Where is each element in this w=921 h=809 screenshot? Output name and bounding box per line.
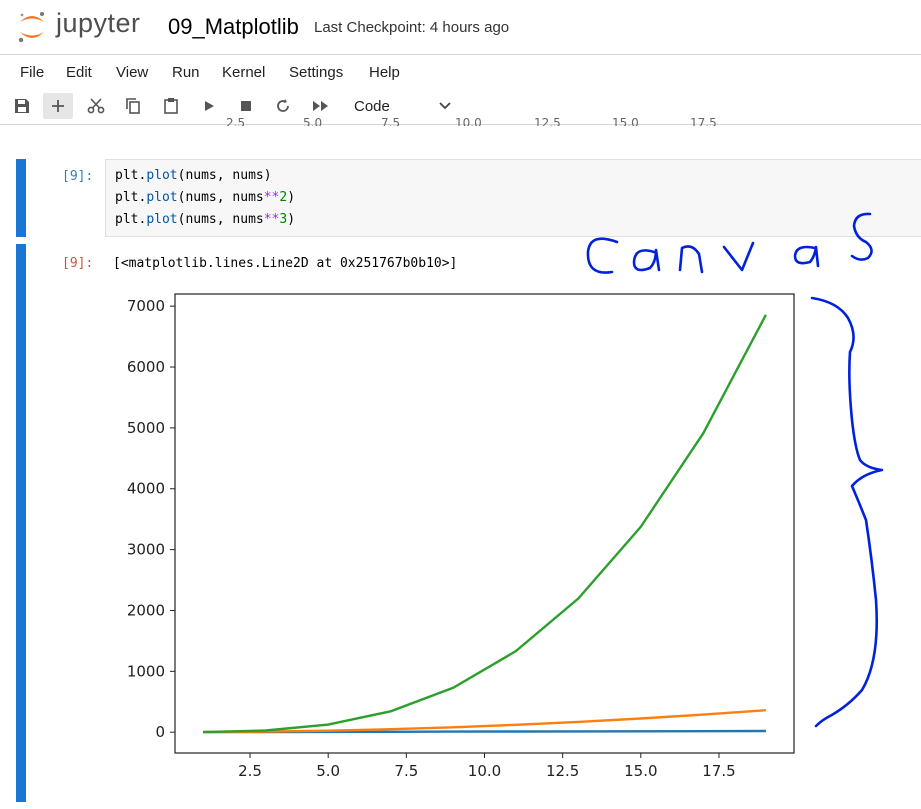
restart-button[interactable] (268, 93, 298, 119)
y-tick-label: 6000 (127, 358, 165, 376)
cell-type-select[interactable]: Code (346, 93, 458, 119)
scrolled-tick-label: 10.0 (455, 116, 482, 126)
y-tick-label: 0 (155, 723, 165, 741)
run-icon (205, 101, 214, 111)
input-collapser[interactable] (16, 159, 26, 237)
add-cell-button[interactable] (43, 93, 73, 119)
code-token: plot (146, 190, 178, 205)
code-token: (nums, nums (177, 190, 264, 205)
output-collapser[interactable] (16, 244, 26, 802)
run-all-icon (313, 101, 328, 111)
paste-button[interactable] (156, 93, 186, 119)
y-tick-label: 2000 (127, 601, 165, 619)
code-line: plt.plot(nums, nums**2) (115, 190, 295, 205)
y-tick-label: 7000 (127, 297, 165, 315)
stop-icon (241, 101, 251, 111)
scrolled-tick-label: 7.5 (381, 116, 401, 126)
output-text: [<matplotlib.lines.Line2D at 0x251767b0b… (113, 256, 458, 271)
x-tick-label: 15.0 (624, 762, 657, 780)
code-editor[interactable]: plt.plot(nums, nums) plt.plot(nums, nums… (105, 159, 921, 237)
code-token: ) (287, 212, 296, 227)
x-tick-label: 17.5 (702, 762, 735, 780)
handwritten-brace (810, 296, 884, 728)
handwritten-letter-a (632, 248, 661, 272)
code-token: (nums, nums (177, 212, 264, 227)
notebook-toolbar: Code (0, 89, 921, 125)
cell-type-value: Code (354, 97, 390, 115)
code-token: ** (263, 190, 280, 205)
scrolled-tick-label: 2.5 (226, 116, 246, 126)
save-button[interactable] (7, 93, 37, 119)
code-token: 2 (279, 190, 288, 205)
scrolled-tick-label: 17.5 (690, 116, 717, 126)
y-tick-label: 3000 (127, 541, 165, 559)
x-tick-label: 7.5 (394, 762, 418, 780)
x-tick-label: 5.0 (316, 762, 340, 780)
x-tick-label: 2.5 (238, 762, 262, 780)
handwritten-letter-c (586, 237, 619, 274)
scrolled-tick-label: 15.0 (612, 116, 639, 126)
handwritten-letter-v (722, 241, 755, 272)
y-tick-label: 5000 (127, 419, 165, 437)
x-tick-label: 12.5 (546, 762, 579, 780)
restart-icon (277, 99, 289, 112)
code-token: plot (146, 168, 178, 183)
plot-frame (174, 293, 795, 754)
code-token: (nums, nums) (177, 168, 272, 183)
run-all-button[interactable] (306, 93, 336, 119)
jupyter-wordmark[interactable]: jupyter (56, 8, 141, 38)
run-button[interactable] (194, 93, 224, 119)
cut-button[interactable] (81, 93, 111, 119)
code-token: plot (146, 212, 178, 227)
checkpoint-status: Last Checkpoint: 4 hours ago (314, 19, 510, 36)
code-token: plt. (115, 212, 147, 227)
y-tick-label: 4000 (127, 480, 165, 498)
series-line-2 (203, 709, 766, 734)
stop-button[interactable] (231, 93, 261, 119)
code-token: plt. (115, 168, 147, 183)
menu-settings[interactable]: Settings (289, 64, 344, 81)
menu-view[interactable]: View (116, 64, 149, 81)
code-token: ** (263, 212, 280, 227)
copy-button[interactable] (118, 93, 148, 119)
notebook-header: jupyter 09_Matplotlib Last Checkpoint: 4… (0, 0, 921, 55)
chevron-down-icon (439, 102, 451, 110)
notebook-title[interactable]: 09_Matplotlib (168, 14, 299, 39)
menu-edit[interactable]: Edit (66, 64, 92, 81)
handwritten-letter-a2 (793, 245, 820, 268)
menu-help[interactable]: Help (369, 64, 400, 81)
y-tick-label: 1000 (127, 662, 165, 680)
copy-icon (126, 98, 140, 114)
code-token: 3 (279, 212, 288, 227)
code-token: ) (287, 190, 296, 205)
menu-bar: File Edit View Run Kernel Settings Help (0, 55, 921, 89)
handwritten-letter-n (678, 245, 704, 274)
code-line: plt.plot(nums, nums) (115, 168, 272, 183)
x-tick-label: 10.0 (468, 762, 501, 780)
line-chart: 2.5 5.0 7.5 10.0 12.5 15.0 17.5 0 1000 2000 3000 40… (127, 293, 795, 780)
scrolled-previous-output: 2.5 5.0 7.5 10.0 12.5 15.0 17.5 (0, 112, 921, 126)
code-token: plt. (115, 190, 147, 205)
input-prompt: [9]: (62, 169, 94, 184)
output-prompt: [9]: (62, 256, 94, 271)
menu-file[interactable]: File (20, 64, 45, 81)
scrolled-tick-label: 5.0 (303, 116, 323, 126)
jupyter-logo-icon (18, 12, 44, 43)
add-cell-icon (52, 100, 64, 112)
menu-run[interactable]: Run (172, 64, 200, 81)
paste-icon (164, 98, 178, 114)
scrolled-tick-label: 12.5 (534, 116, 561, 126)
cut-icon (87, 98, 105, 114)
series-line-3 (203, 314, 767, 734)
save-icon (15, 99, 29, 113)
menu-kernel[interactable]: Kernel (222, 64, 266, 81)
code-line: plt.plot(nums, nums**3) (115, 212, 295, 227)
